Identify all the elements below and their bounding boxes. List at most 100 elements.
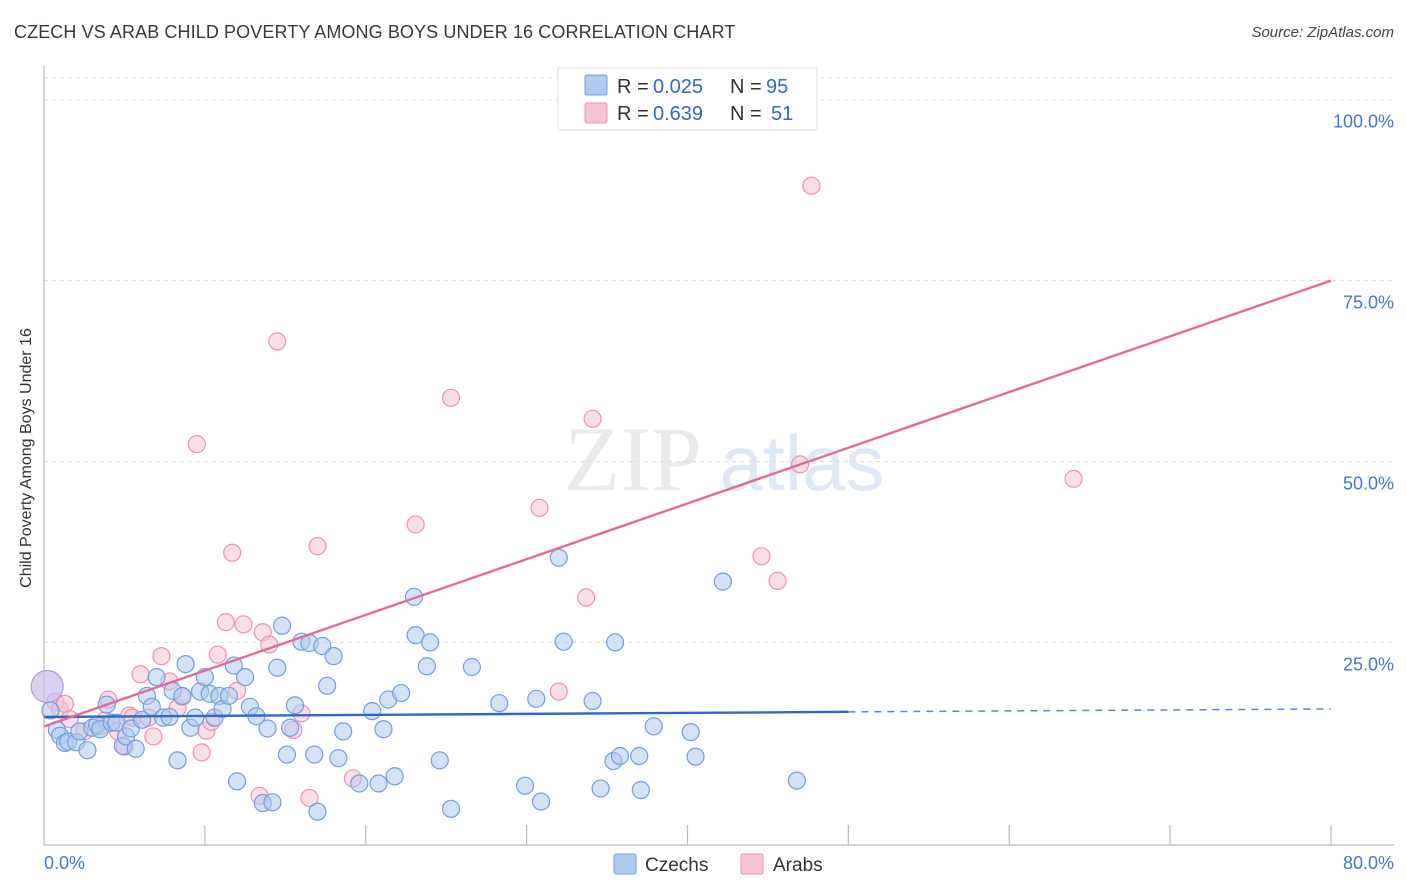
czech-point — [681, 723, 700, 742]
czech-point — [329, 749, 348, 768]
x-tick-label-max: 80.0% — [1343, 853, 1394, 873]
czech-point — [281, 718, 300, 737]
czech-point — [644, 717, 663, 736]
y-tick-label: 25.0% — [1343, 654, 1394, 674]
arab-point — [216, 613, 235, 632]
legend-czechs-label: Czechs — [645, 855, 708, 876]
arab-point — [308, 537, 327, 556]
legend-arab-n-value: 51 — [771, 103, 793, 125]
czech-point — [462, 657, 482, 677]
y-tick-label: 75.0% — [1343, 293, 1394, 313]
x-axis-ticks — [204, 825, 1332, 845]
czech-point — [268, 658, 287, 677]
source-credit: Source: ZipAtlas.com — [1251, 24, 1394, 41]
czech-point — [406, 626, 425, 645]
legend-czech-r-value: 0.025 — [653, 76, 703, 98]
arab-point — [268, 332, 287, 351]
czech-point — [713, 572, 732, 591]
czech-point — [363, 702, 382, 721]
arab-point — [549, 682, 568, 701]
legend-czechs-swatch — [613, 853, 637, 875]
czech-point — [41, 701, 60, 720]
czech-point — [305, 745, 324, 764]
arab-point — [406, 515, 425, 534]
czech-point — [285, 696, 305, 715]
arab-point — [752, 547, 771, 566]
y-tick-label: 100.0% — [1333, 112, 1394, 132]
czech-point — [308, 802, 327, 821]
czech-point — [527, 689, 546, 708]
y-axis-tick-labels: 25.0% 50.0% 75.0% 100.0% — [1333, 112, 1394, 675]
czech-point — [227, 772, 247, 791]
arab-point — [1064, 469, 1083, 488]
arab-point — [192, 743, 211, 762]
trend-lines — [43, 279, 1332, 728]
czech-point — [272, 616, 292, 635]
legend-czech-n-label: N = — [730, 76, 762, 98]
czech-trend-line — [43, 710, 849, 719]
x-axis-tick-labels: 0.0% 80.0% — [44, 853, 1394, 873]
czech-point — [334, 722, 353, 741]
arab-point — [208, 645, 227, 664]
czech-point — [176, 655, 195, 674]
arab-point — [223, 543, 242, 562]
legend-arab-n-label: N = — [730, 103, 762, 125]
czech-point — [421, 633, 440, 652]
legend-arabs-label: Arabs — [773, 855, 823, 876]
czech-point — [186, 708, 205, 727]
czech-point — [374, 720, 393, 739]
czech-point — [277, 745, 297, 764]
czech-point — [324, 647, 343, 666]
arab-point — [300, 788, 319, 808]
czech-point — [490, 694, 509, 713]
arab-point — [583, 409, 602, 428]
czech-point — [173, 686, 192, 706]
arab-point — [144, 727, 163, 746]
czech-point — [430, 751, 449, 770]
czech-point — [591, 779, 610, 798]
grid-lines — [44, 77, 1394, 643]
czech-points — [30, 548, 806, 821]
czech-point — [258, 719, 277, 738]
czech-point — [147, 668, 166, 687]
czech-point — [318, 676, 337, 695]
arab-point — [577, 588, 596, 607]
czech-point — [441, 799, 461, 818]
czech-point — [631, 780, 650, 800]
czech-point — [630, 746, 649, 766]
czech-point — [350, 774, 369, 793]
arab-point — [530, 498, 549, 517]
czech-point — [313, 636, 332, 656]
czech-point — [549, 548, 568, 567]
legend-arab-r-label: R = — [617, 103, 649, 125]
czech-trend-extension — [848, 708, 1332, 713]
arab-point — [152, 647, 171, 666]
arab-point — [441, 388, 461, 407]
czech-point — [235, 668, 255, 687]
arab-point — [234, 615, 253, 634]
chart-title: CZECH VS ARAB CHILD POVERTY AMONG BOYS U… — [14, 22, 736, 42]
czech-point — [168, 751, 187, 770]
czech-point — [554, 632, 573, 651]
legend-czech-n-value: 95 — [766, 76, 788, 98]
czech-point — [219, 686, 239, 706]
czech-point — [686, 747, 705, 766]
czech-point — [787, 771, 806, 790]
czech-point — [392, 683, 411, 703]
x-tick-label-min: 0.0% — [44, 853, 85, 873]
czech-point — [404, 587, 424, 606]
legend-czech-r-label: R = — [617, 76, 649, 98]
legend-czech-swatch — [584, 74, 608, 96]
czech-point — [30, 669, 64, 704]
czech-point — [606, 633, 625, 652]
czech-point — [126, 739, 145, 758]
czech-point — [369, 774, 388, 793]
legend-arab-swatch — [584, 102, 608, 124]
arab-point — [768, 571, 787, 590]
czech-point — [385, 767, 404, 786]
czech-point — [515, 776, 535, 795]
legend-arabs-swatch — [740, 853, 764, 875]
arab-point — [802, 176, 821, 195]
arab-point — [187, 435, 206, 454]
